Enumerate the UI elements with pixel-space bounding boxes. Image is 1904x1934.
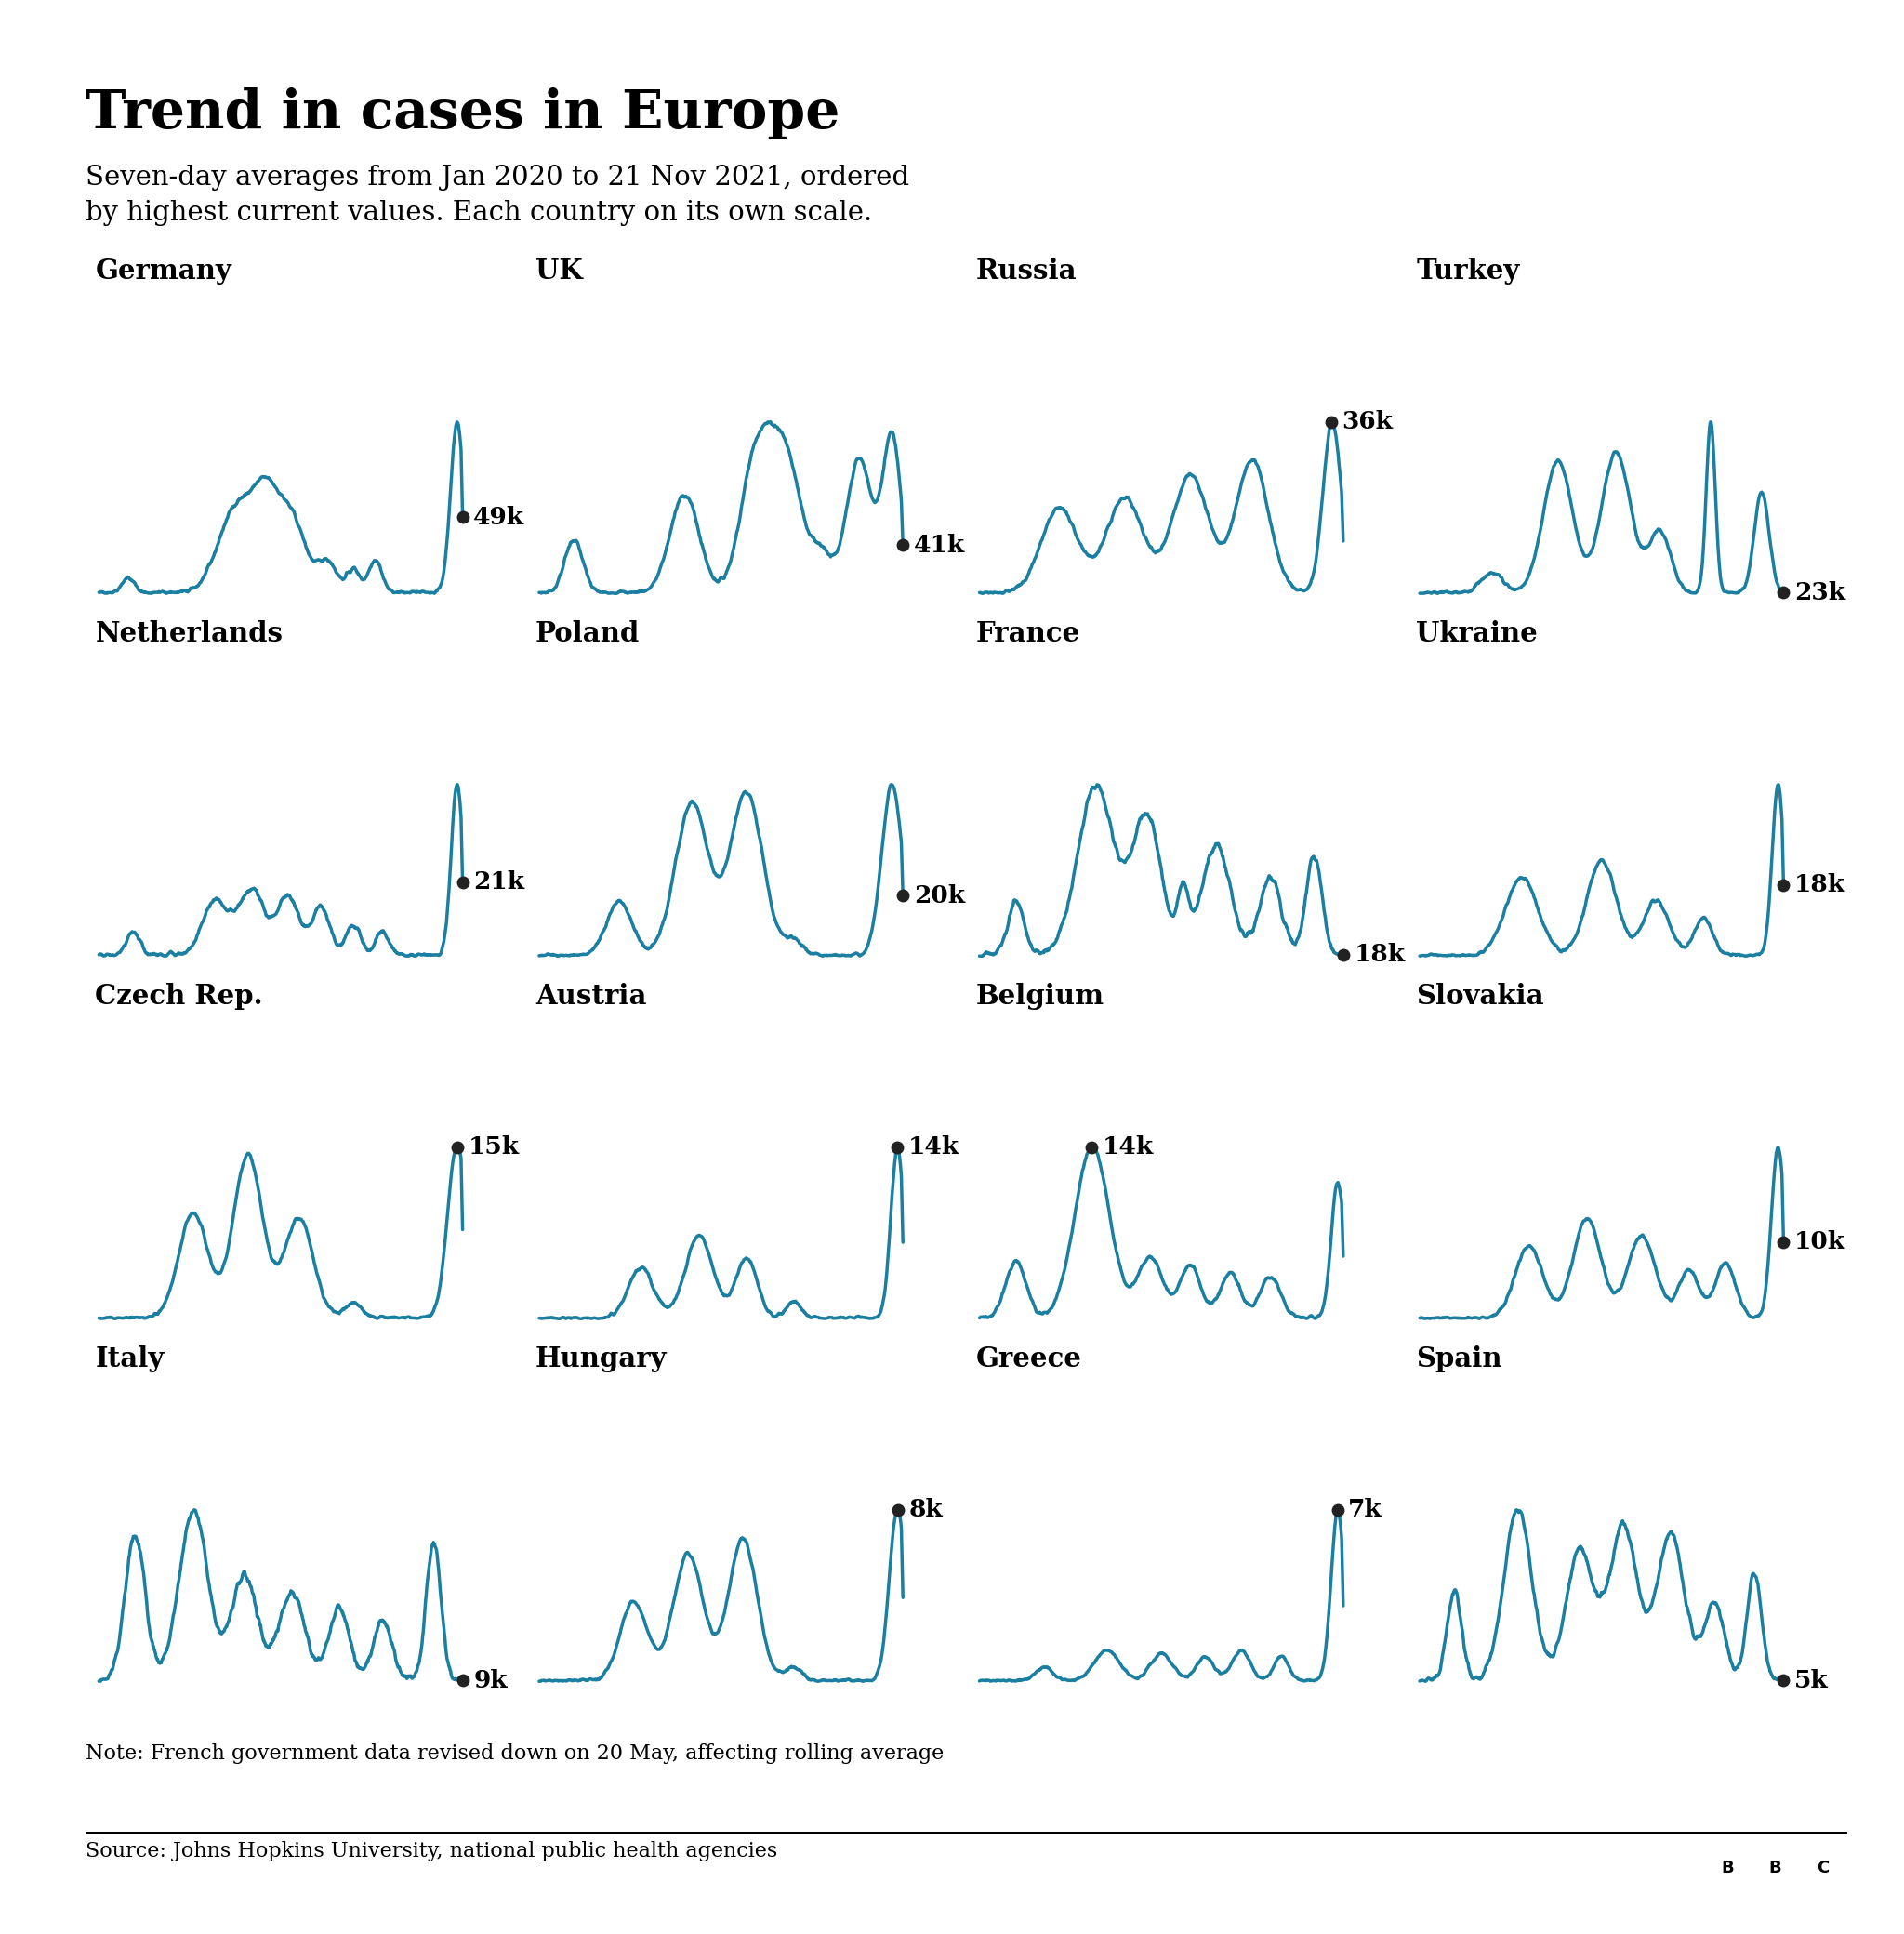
- Text: 9k: 9k: [474, 1669, 508, 1692]
- Text: Spain: Spain: [1417, 1346, 1502, 1371]
- Text: C: C: [1816, 1861, 1828, 1876]
- Text: 23k: 23k: [1794, 580, 1845, 603]
- FancyBboxPatch shape: [1755, 1841, 1794, 1895]
- Text: 14k: 14k: [908, 1135, 960, 1158]
- FancyBboxPatch shape: [1803, 1841, 1843, 1895]
- Text: 8k: 8k: [908, 1499, 942, 1522]
- Text: Hungary: Hungary: [535, 1346, 666, 1371]
- Text: Czech Rep.: Czech Rep.: [95, 982, 263, 1010]
- Text: Greece: Greece: [975, 1346, 1081, 1371]
- Text: Trend in cases in Europe: Trend in cases in Europe: [86, 87, 840, 139]
- Text: Russia: Russia: [975, 257, 1078, 284]
- Text: Turkey: Turkey: [1417, 257, 1519, 284]
- Text: 15k: 15k: [468, 1135, 520, 1158]
- Text: 21k: 21k: [474, 870, 526, 894]
- Text: 18k: 18k: [1354, 944, 1405, 967]
- Text: 18k: 18k: [1794, 874, 1845, 897]
- Text: Poland: Poland: [535, 619, 640, 646]
- Text: 49k: 49k: [474, 505, 526, 528]
- Text: Austria: Austria: [535, 982, 647, 1010]
- Text: Slovakia: Slovakia: [1417, 982, 1544, 1010]
- Text: Note: French government data revised down on 20 May, affecting rolling average: Note: French government data revised dow…: [86, 1743, 944, 1764]
- Text: Germany: Germany: [95, 257, 232, 284]
- Text: 20k: 20k: [914, 884, 965, 907]
- Text: 14k: 14k: [1102, 1135, 1154, 1158]
- Text: Seven-day averages from Jan 2020 to 21 Nov 2021, ordered
by highest current valu: Seven-day averages from Jan 2020 to 21 N…: [86, 164, 910, 226]
- FancyBboxPatch shape: [1708, 1841, 1748, 1895]
- Text: 10k: 10k: [1794, 1230, 1845, 1253]
- Text: 7k: 7k: [1348, 1499, 1382, 1522]
- Text: Ukraine: Ukraine: [1417, 619, 1538, 646]
- Text: Belgium: Belgium: [975, 982, 1104, 1010]
- Text: Netherlands: Netherlands: [95, 619, 284, 646]
- Text: B: B: [1721, 1861, 1735, 1876]
- Text: France: France: [975, 619, 1080, 646]
- Text: Italy: Italy: [95, 1346, 164, 1371]
- Text: Source: Johns Hopkins University, national public health agencies: Source: Johns Hopkins University, nation…: [86, 1841, 777, 1862]
- Text: 36k: 36k: [1342, 410, 1394, 433]
- Text: B: B: [1769, 1861, 1782, 1876]
- Text: 41k: 41k: [914, 534, 965, 557]
- Text: UK: UK: [535, 257, 583, 284]
- Text: 5k: 5k: [1794, 1669, 1828, 1692]
